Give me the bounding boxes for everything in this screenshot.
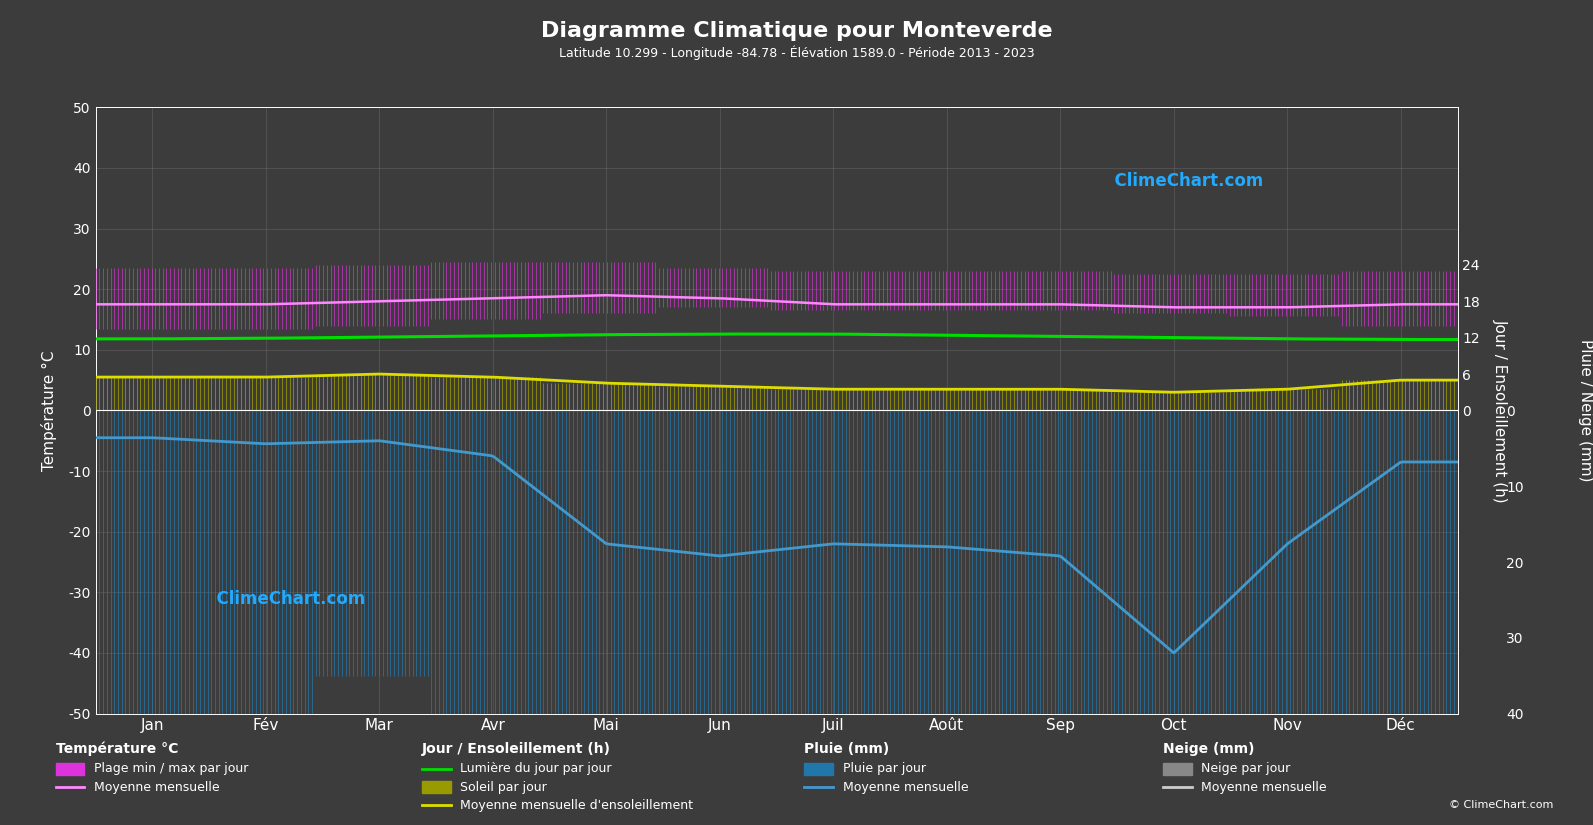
Text: Soleil par jour: Soleil par jour <box>460 780 546 794</box>
Y-axis label: Jour / Ensoleillement (h): Jour / Ensoleillement (h) <box>1493 318 1509 502</box>
Text: ClimeChart.com: ClimeChart.com <box>204 591 365 609</box>
Text: Moyenne mensuelle d'ensoleillement: Moyenne mensuelle d'ensoleillement <box>460 799 693 812</box>
Text: Neige (mm): Neige (mm) <box>1163 742 1254 756</box>
Text: ClimeChart.com: ClimeChart.com <box>1104 172 1263 190</box>
Text: Pluie (mm): Pluie (mm) <box>804 742 890 756</box>
Text: Moyenne mensuelle: Moyenne mensuelle <box>94 780 220 794</box>
Text: Plage min / max par jour: Plage min / max par jour <box>94 762 249 776</box>
Text: Neige par jour: Neige par jour <box>1201 762 1290 776</box>
Text: Latitude 10.299 - Longitude -84.78 - Élévation 1589.0 - Période 2013 - 2023: Latitude 10.299 - Longitude -84.78 - Élé… <box>559 45 1034 60</box>
Text: Diagramme Climatique pour Monteverde: Diagramme Climatique pour Monteverde <box>540 21 1053 40</box>
Y-axis label: Pluie / Neige (mm): Pluie / Neige (mm) <box>1579 339 1593 482</box>
Text: Pluie par jour: Pluie par jour <box>843 762 926 776</box>
Y-axis label: Température °C: Température °C <box>41 350 57 471</box>
Text: Lumière du jour par jour: Lumière du jour par jour <box>460 762 612 776</box>
Text: Moyenne mensuelle: Moyenne mensuelle <box>1201 780 1327 794</box>
Text: Jour / Ensoleillement (h): Jour / Ensoleillement (h) <box>422 742 612 756</box>
Text: © ClimeChart.com: © ClimeChart.com <box>1448 800 1553 810</box>
Text: Température °C: Température °C <box>56 742 178 757</box>
Text: Moyenne mensuelle: Moyenne mensuelle <box>843 780 969 794</box>
